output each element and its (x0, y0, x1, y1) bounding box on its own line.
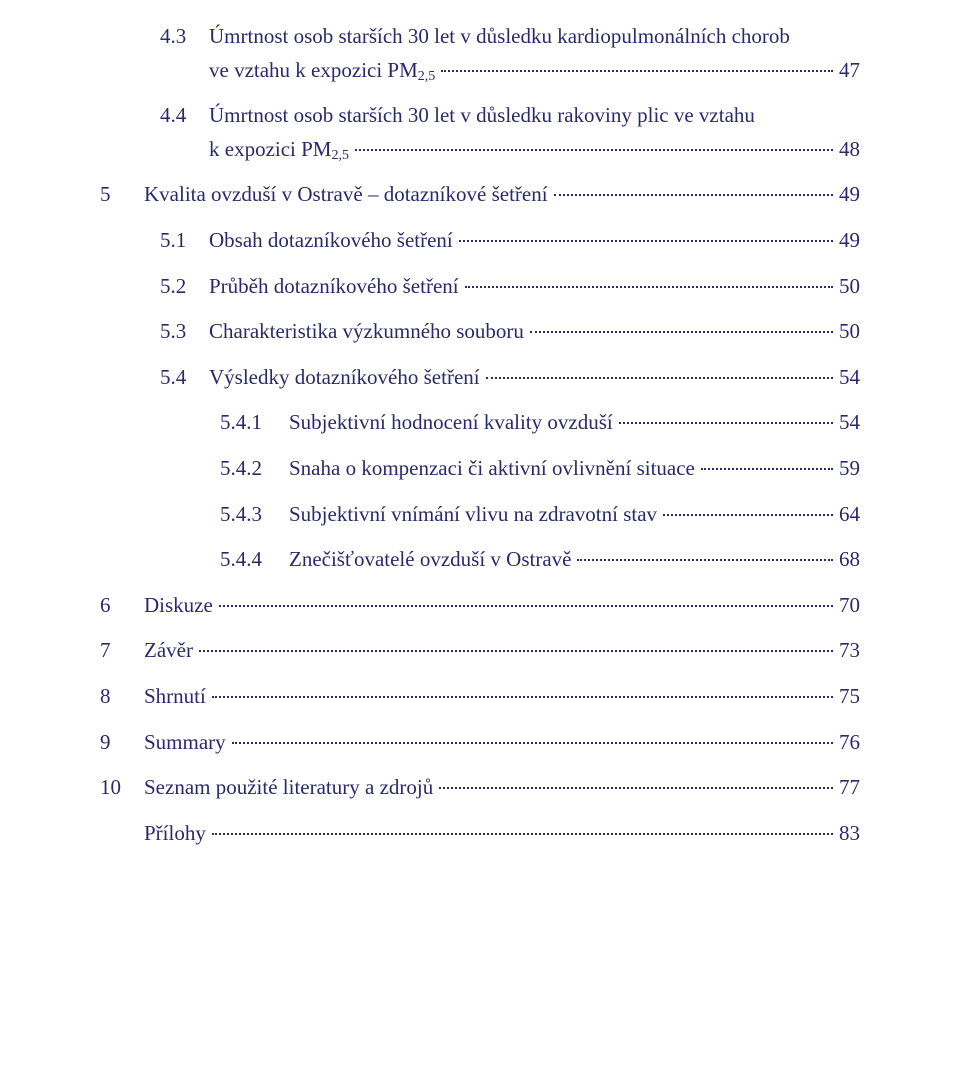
toc-entry: 9Summary 76 (100, 726, 860, 760)
toc-entry: 5.3Charakteristika výzkumného souboru 50 (100, 315, 860, 349)
toc-title: Charakteristika výzkumného souboru (209, 315, 524, 349)
toc-leader-dots (701, 468, 833, 470)
toc-leader-dots (212, 833, 833, 835)
toc-number: 10 (100, 771, 144, 805)
toc-number: 4.3 (160, 20, 209, 54)
toc-leader-dots (439, 787, 833, 789)
toc-number: 5.2 (160, 270, 209, 304)
toc-leader-dots (212, 696, 833, 698)
toc-number: 5.4.2 (220, 452, 289, 486)
toc-page-number: 54 (839, 361, 860, 395)
toc-number: 8 (100, 680, 144, 714)
toc-leader-dots (530, 331, 833, 333)
toc-entry: 4.4Úmrtnost osob starších 30 let v důsle… (100, 99, 860, 166)
toc-number: 5.3 (160, 315, 209, 349)
toc-entry: 5.4.3Subjektivní vnímání vlivu na zdravo… (100, 498, 860, 532)
toc-leader-dots (577, 559, 833, 561)
toc-entry: 5.1Obsah dotazníkového šetření 49 (100, 224, 860, 258)
toc-page-number: 47 (839, 54, 860, 88)
toc-page-number: 76 (839, 726, 860, 760)
toc-number: 5.4.1 (220, 406, 289, 440)
toc-title-line-2: ve vztahu k expozici PM2,5 47 (209, 54, 860, 88)
toc-page-number: 73 (839, 634, 860, 668)
toc-leader-dots (486, 377, 833, 379)
toc-number: 5.4 (160, 361, 209, 395)
toc-page-number: 77 (839, 771, 860, 805)
toc-page-number: 49 (839, 178, 860, 212)
toc-leader-dots (554, 194, 833, 196)
toc-title: Přílohy (144, 817, 206, 851)
toc-entry: 5.2Průběh dotazníkového šetření 50 (100, 270, 860, 304)
toc-leader-dots (465, 286, 833, 288)
toc-number: 9 (100, 726, 144, 760)
toc-page-number: 83 (839, 817, 860, 851)
toc-page-number: 70 (839, 589, 860, 623)
toc-number: 4.4 (160, 99, 209, 133)
toc-entry: 4.3Úmrtnost osob starších 30 let v důsle… (100, 20, 860, 87)
toc-number: 5.1 (160, 224, 209, 258)
toc-text-wrapper: Úmrtnost osob starších 30 let v důsledku… (209, 20, 860, 87)
toc-page-number: 48 (839, 133, 860, 167)
toc-number: 5 (100, 178, 144, 212)
toc-entry: 5.4.1Subjektivní hodnocení kvality ovzdu… (100, 406, 860, 440)
toc-entry: 6Diskuze 70 (100, 589, 860, 623)
toc-page-number: 50 (839, 315, 860, 349)
toc-number: 6 (100, 589, 144, 623)
toc-page-number: 75 (839, 680, 860, 714)
toc-page: 4.3Úmrtnost osob starších 30 let v důsle… (0, 0, 960, 1085)
toc-title: Diskuze (144, 589, 213, 623)
toc-leader-dots (232, 742, 833, 744)
toc-title: Závěr (144, 634, 193, 668)
toc-leader-dots (199, 650, 833, 652)
toc-page-number: 54 (839, 406, 860, 440)
toc-title: Summary (144, 726, 226, 760)
toc-entry: 5.4.4Znečišťovatelé ovzduší v Ostravě 68 (100, 543, 860, 577)
toc-entry: 5Kvalita ovzduší v Ostravě – dotazníkové… (100, 178, 860, 212)
toc-entry: Přílohy 83 (100, 817, 860, 851)
toc-text-wrapper: Úmrtnost osob starších 30 let v důsledku… (209, 99, 860, 166)
toc-number: 5.4.3 (220, 498, 289, 532)
toc-page-number: 64 (839, 498, 860, 532)
toc-title: Shrnutí (144, 680, 206, 714)
toc-title: Znečišťovatelé ovzduší v Ostravě (289, 543, 571, 577)
toc-leader-dots (441, 70, 833, 72)
toc-leader-dots (619, 422, 833, 424)
toc-title-line-1: Úmrtnost osob starších 30 let v důsledku… (209, 20, 860, 54)
toc-title: Průběh dotazníkového šetření (209, 270, 459, 304)
toc-subscript: 2,5 (331, 145, 349, 167)
toc-entry: 5.4Výsledky dotazníkového šetření 54 (100, 361, 860, 395)
toc-page-number: 50 (839, 270, 860, 304)
toc-number: 5.4.4 (220, 543, 289, 577)
toc-leader-dots (459, 240, 833, 242)
toc-page-number: 49 (839, 224, 860, 258)
toc-title-line-1: Úmrtnost osob starších 30 let v důsledku… (209, 99, 860, 133)
toc-title-text: k expozici PM (209, 133, 331, 167)
toc-title: Výsledky dotazníkového šetření (209, 361, 480, 395)
toc-page-number: 68 (839, 543, 860, 577)
toc-entry: 7Závěr 73 (100, 634, 860, 668)
toc-list: 4.3Úmrtnost osob starších 30 let v důsle… (100, 20, 860, 850)
toc-title: Subjektivní vnímání vlivu na zdravotní s… (289, 498, 657, 532)
toc-entry: 10Seznam použité literatury a zdrojů 77 (100, 771, 860, 805)
toc-leader-dots (355, 149, 833, 151)
toc-leader-dots (663, 514, 833, 516)
toc-title: Kvalita ovzduší v Ostravě – dotazníkové … (144, 178, 548, 212)
toc-title-text: ve vztahu k expozici PM (209, 54, 418, 88)
toc-number: 7 (100, 634, 144, 668)
toc-title-line-2: k expozici PM2,5 48 (209, 133, 860, 167)
toc-title: Subjektivní hodnocení kvality ovzduší (289, 406, 613, 440)
toc-entry: 5.4.2Snaha o kompenzaci či aktivní ovliv… (100, 452, 860, 486)
toc-title: Obsah dotazníkového šetření (209, 224, 453, 258)
toc-title: Snaha o kompenzaci či aktivní ovlivnění … (289, 452, 695, 486)
toc-page-number: 59 (839, 452, 860, 486)
toc-title: Seznam použité literatury a zdrojů (144, 771, 433, 805)
toc-entry: 8Shrnutí 75 (100, 680, 860, 714)
toc-subscript: 2,5 (418, 66, 436, 88)
toc-leader-dots (219, 605, 833, 607)
